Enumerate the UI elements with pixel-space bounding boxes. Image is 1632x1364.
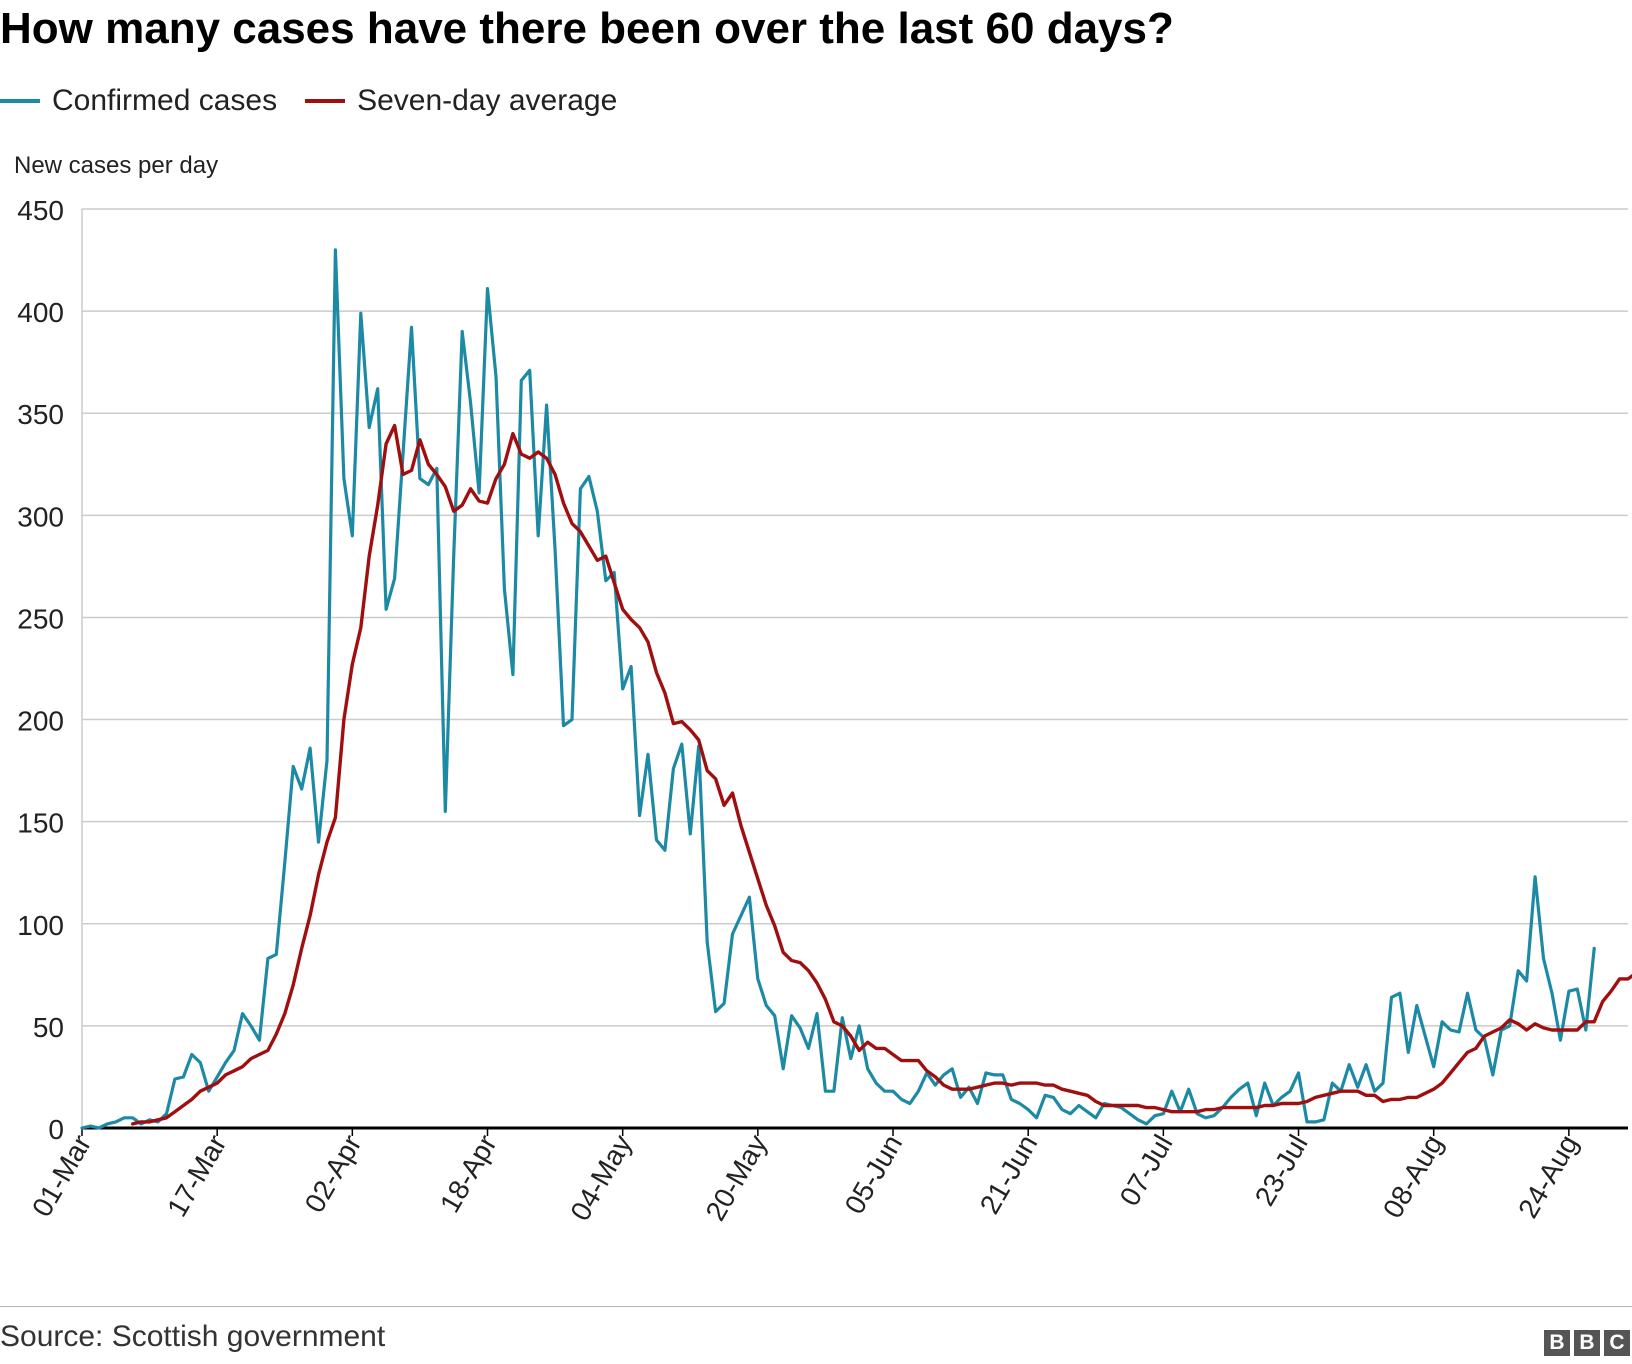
x-tick-label: 07-Jul [1114,1130,1179,1212]
legend: Confirmed cases Seven-day average [0,84,645,118]
x-tick-label: 23-Jul [1249,1130,1314,1212]
bbc-logo-letter: B [1544,1330,1570,1356]
x-tick-label: 18-Apr [434,1130,503,1218]
x-tick-label: 20-May [700,1130,774,1226]
x-tick-label: 08-Aug [1377,1130,1449,1224]
legend-item-average: Seven-day average [305,84,617,118]
y-tick-label: 350 [17,399,64,430]
bbc-logo: B B C [1540,1330,1630,1356]
y-tick-label: 50 [33,1012,64,1043]
y-tick-label: 400 [17,297,64,328]
legend-swatch-confirmed [0,99,40,103]
bbc-logo-letter: B [1574,1330,1600,1356]
legend-swatch-average [305,99,346,103]
line-chart: New cases per day 0 50 100 150 200 250 300 350 4… [14,152,1632,1226]
bbc-logo-letter: C [1604,1330,1630,1356]
source-note: Source: Scottish government [0,1320,386,1353]
y-tick-label: 0 [48,1114,64,1145]
series-line-seven-day-average [130,423,1632,1126]
y-tick-label: 450 [17,195,64,226]
y-tick-label: 100 [17,910,64,941]
legend-label-confirmed: Confirmed cases [52,84,278,117]
legend-item-confirmed: Confirmed cases [0,84,277,118]
legend-label-average: Seven-day average [357,84,618,117]
x-tick-label: 02-Apr [299,1130,368,1218]
y-tick-label: 300 [17,501,64,532]
chart-title: How many cases have there been over the … [0,4,1174,53]
x-tick-label: 01-Mar [26,1130,97,1222]
series-line-confirmed-cases [80,248,1596,1130]
x-tick-label: 24-Aug [1512,1130,1584,1224]
y-tick-label: 200 [17,706,64,737]
footer-divider [0,1306,1632,1307]
x-tick-label: 04-May [564,1130,638,1226]
y-tick-label: 150 [17,808,64,839]
x-tick-label: 05-Jun [839,1130,909,1220]
x-tick-label: 21-Jun [974,1130,1044,1220]
x-tick-label: 17-Mar [161,1130,232,1222]
y-tick-label: 250 [17,603,64,634]
y-axis-label: New cases per day [14,152,218,179]
